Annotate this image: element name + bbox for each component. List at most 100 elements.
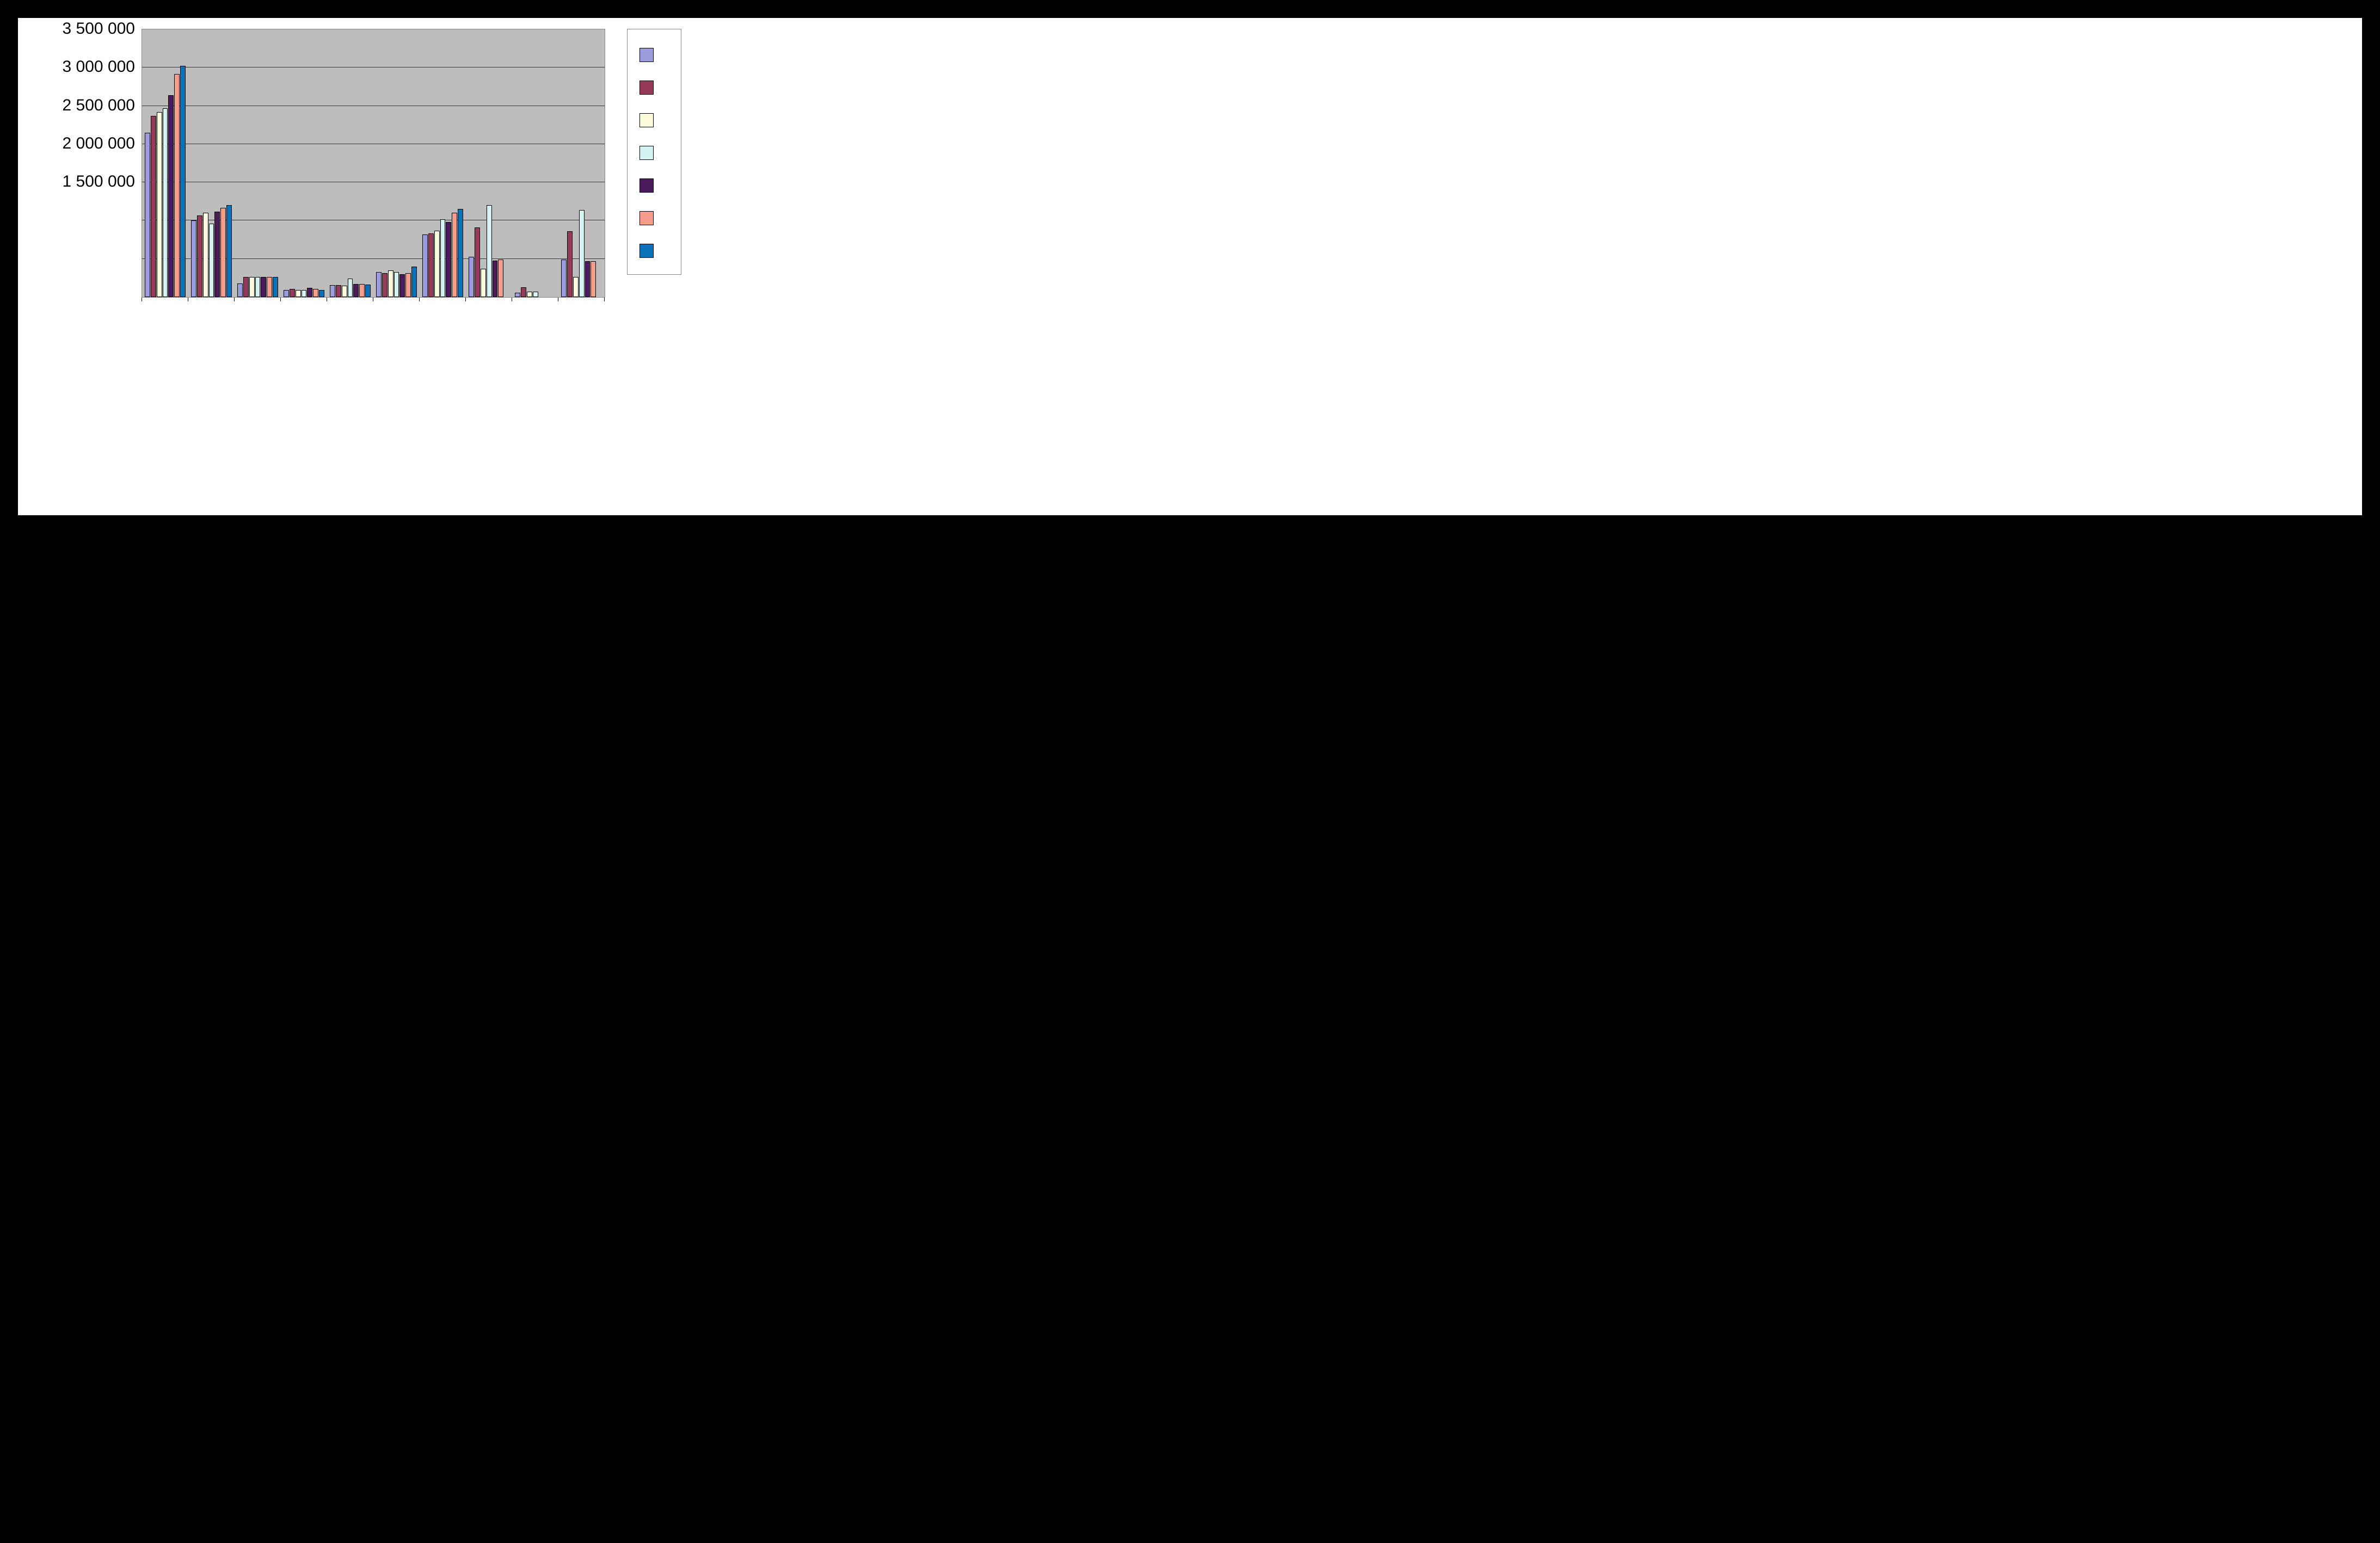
legend-swatch xyxy=(639,81,654,95)
bar xyxy=(145,133,150,297)
bar-group xyxy=(561,210,602,297)
bar xyxy=(267,277,272,297)
bar xyxy=(313,289,318,297)
bar xyxy=(561,260,567,297)
paper: 1 500 000 2 000 000 2 500 000 3 000 000 3 50… xyxy=(16,16,2364,517)
legend xyxy=(627,29,681,275)
bar xyxy=(163,108,168,297)
bottom-whitespace xyxy=(34,298,2346,504)
bar-group xyxy=(469,205,509,297)
bar xyxy=(527,292,532,297)
bar xyxy=(307,288,312,297)
bar xyxy=(498,260,503,297)
bar xyxy=(533,292,538,297)
legend-swatch xyxy=(639,211,654,225)
y-tick-label: 2 000 000 xyxy=(63,134,135,153)
bar xyxy=(434,231,440,297)
bar xyxy=(353,284,359,297)
bar xyxy=(174,74,180,297)
y-tick-label: 3 000 000 xyxy=(63,58,135,76)
bar xyxy=(220,208,226,297)
bar-group xyxy=(422,209,463,297)
bar xyxy=(399,274,405,297)
bar xyxy=(521,287,526,297)
legend-item xyxy=(639,113,654,127)
bar xyxy=(382,273,388,297)
bar xyxy=(585,261,591,297)
bar xyxy=(168,95,174,297)
bar xyxy=(336,285,341,297)
chart-row: 1 500 0002 000 0002 500 0003 000 0003 50… xyxy=(34,29,2346,298)
bars-container xyxy=(142,29,605,297)
x-tick xyxy=(234,298,235,301)
bar-group xyxy=(330,279,371,297)
bar xyxy=(458,209,463,297)
plot-area xyxy=(142,29,605,298)
legend-swatch xyxy=(639,48,654,62)
bar xyxy=(388,270,393,297)
bar xyxy=(214,212,220,297)
outer-frame: 1 500 000 2 000 000 2 500 000 3 000 000 3 50… xyxy=(0,0,2380,533)
bar xyxy=(487,205,492,297)
bar xyxy=(342,286,347,297)
bar xyxy=(203,213,208,297)
bar xyxy=(515,293,520,297)
bar xyxy=(359,284,365,297)
x-tick xyxy=(280,298,281,301)
bar xyxy=(157,112,162,297)
y-axis-labels: 1 500 0002 000 0002 500 0003 000 0003 50… xyxy=(34,29,142,297)
bar xyxy=(284,290,289,297)
bar xyxy=(452,213,457,297)
bar xyxy=(151,116,156,297)
y-tick-label: 1 500 000 xyxy=(63,172,135,191)
bar xyxy=(579,210,585,297)
bar xyxy=(469,257,474,298)
bar xyxy=(573,277,579,297)
bar xyxy=(243,277,249,297)
legend-item xyxy=(639,48,654,62)
legend-item xyxy=(639,178,654,193)
bar-group xyxy=(376,267,417,297)
bar xyxy=(302,290,307,297)
y-tick-label: 2 500 000 xyxy=(63,96,135,115)
bar xyxy=(319,290,324,297)
bar xyxy=(296,290,301,297)
y-tick-label: 3 500 000 xyxy=(63,20,135,38)
bar xyxy=(440,219,446,297)
bar-group xyxy=(284,288,324,297)
bar xyxy=(365,285,371,297)
bar xyxy=(567,231,573,297)
legend-swatch xyxy=(639,146,654,160)
plot-wrap xyxy=(142,29,605,298)
bar-group xyxy=(237,277,278,297)
x-tick xyxy=(419,298,420,301)
bar xyxy=(209,224,214,297)
legend-item xyxy=(639,81,654,95)
legend-item xyxy=(639,146,654,160)
bar xyxy=(428,233,434,297)
legend-swatch xyxy=(639,113,654,127)
bar-group xyxy=(191,205,232,297)
bar xyxy=(255,277,261,297)
bar xyxy=(481,269,486,297)
bar xyxy=(475,227,480,297)
bar xyxy=(330,285,335,297)
bar xyxy=(422,234,428,297)
bar xyxy=(273,277,278,297)
bar xyxy=(226,205,232,297)
bar xyxy=(249,277,255,297)
bar xyxy=(348,279,353,297)
bar xyxy=(394,272,399,297)
bar xyxy=(191,220,196,297)
legend-swatch xyxy=(639,244,654,258)
bar xyxy=(446,222,451,297)
bar xyxy=(237,283,243,297)
bar xyxy=(290,289,295,297)
bar xyxy=(591,261,596,297)
legend-item xyxy=(639,211,654,225)
bar-group xyxy=(515,287,556,297)
bar xyxy=(197,215,202,297)
bar xyxy=(411,267,417,297)
x-tick xyxy=(604,298,605,301)
legend-item xyxy=(639,244,654,258)
